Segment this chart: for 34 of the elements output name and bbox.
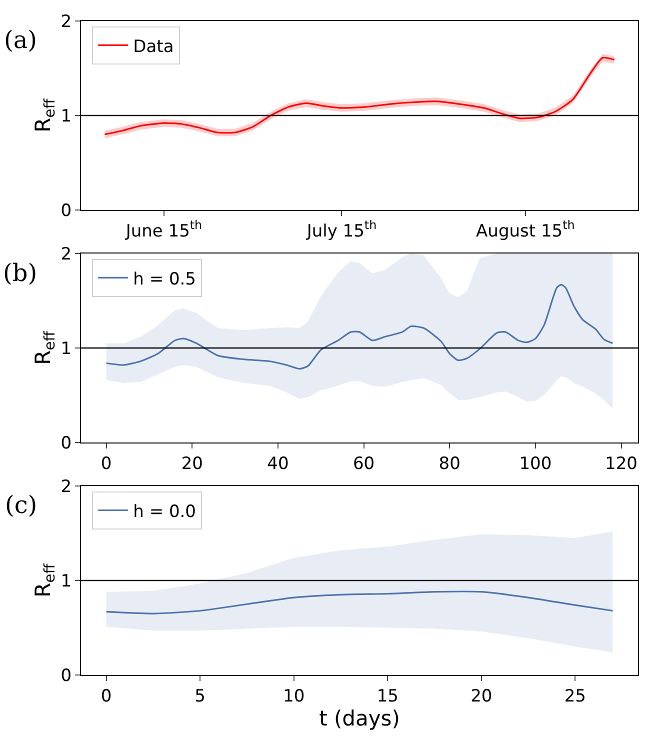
y-tick-label: 0 [60,433,72,454]
y-tick-label: 1 [60,571,72,592]
x-tick-label: 5 [194,686,206,706]
x-tick-label: 0 [100,454,112,474]
text: (a) [4,26,38,54]
x-tick-label: 60 [352,454,375,474]
x-tick-label: 10 [283,686,305,706]
line-series [106,284,614,370]
x-tick-label: 0 [100,686,112,706]
legend-label: Data [133,36,174,57]
x-tick-label: July 15$^{th}$ [306,218,377,242]
x-tick-label: 100 [519,454,552,474]
x-tick-label: 120 [605,454,638,474]
legend-label: h = 0.5 [133,269,196,290]
text: (c) [5,491,38,519]
x-tick-label: August 15$^{th}$ [476,218,575,242]
text: (b) [3,259,38,287]
y-tick-label: 0 [60,200,72,221]
x-tick-label: 15 [376,686,398,706]
x-axis-title: t (days) [319,706,400,730]
line-series [106,590,614,614]
y-tick-label: 0 [60,666,72,686]
legend-label: h = 0.0 [133,502,196,522]
x-tick-label: 80 [438,454,460,474]
y-tick-label: 1 [60,338,72,359]
y-tick-label: 1 [60,106,72,126]
x-tick-label: June 15$^{th}$ [124,218,202,242]
y-tick-label: 2 [60,244,72,264]
x-tick-label: 25 [564,686,586,706]
y-tick-label: 2 [60,476,72,497]
x-tick-label: 20 [181,454,203,474]
x-tick-label: 20 [470,686,492,706]
y-tick-label: 2 [60,12,72,32]
x-tick-label: 40 [267,454,289,474]
